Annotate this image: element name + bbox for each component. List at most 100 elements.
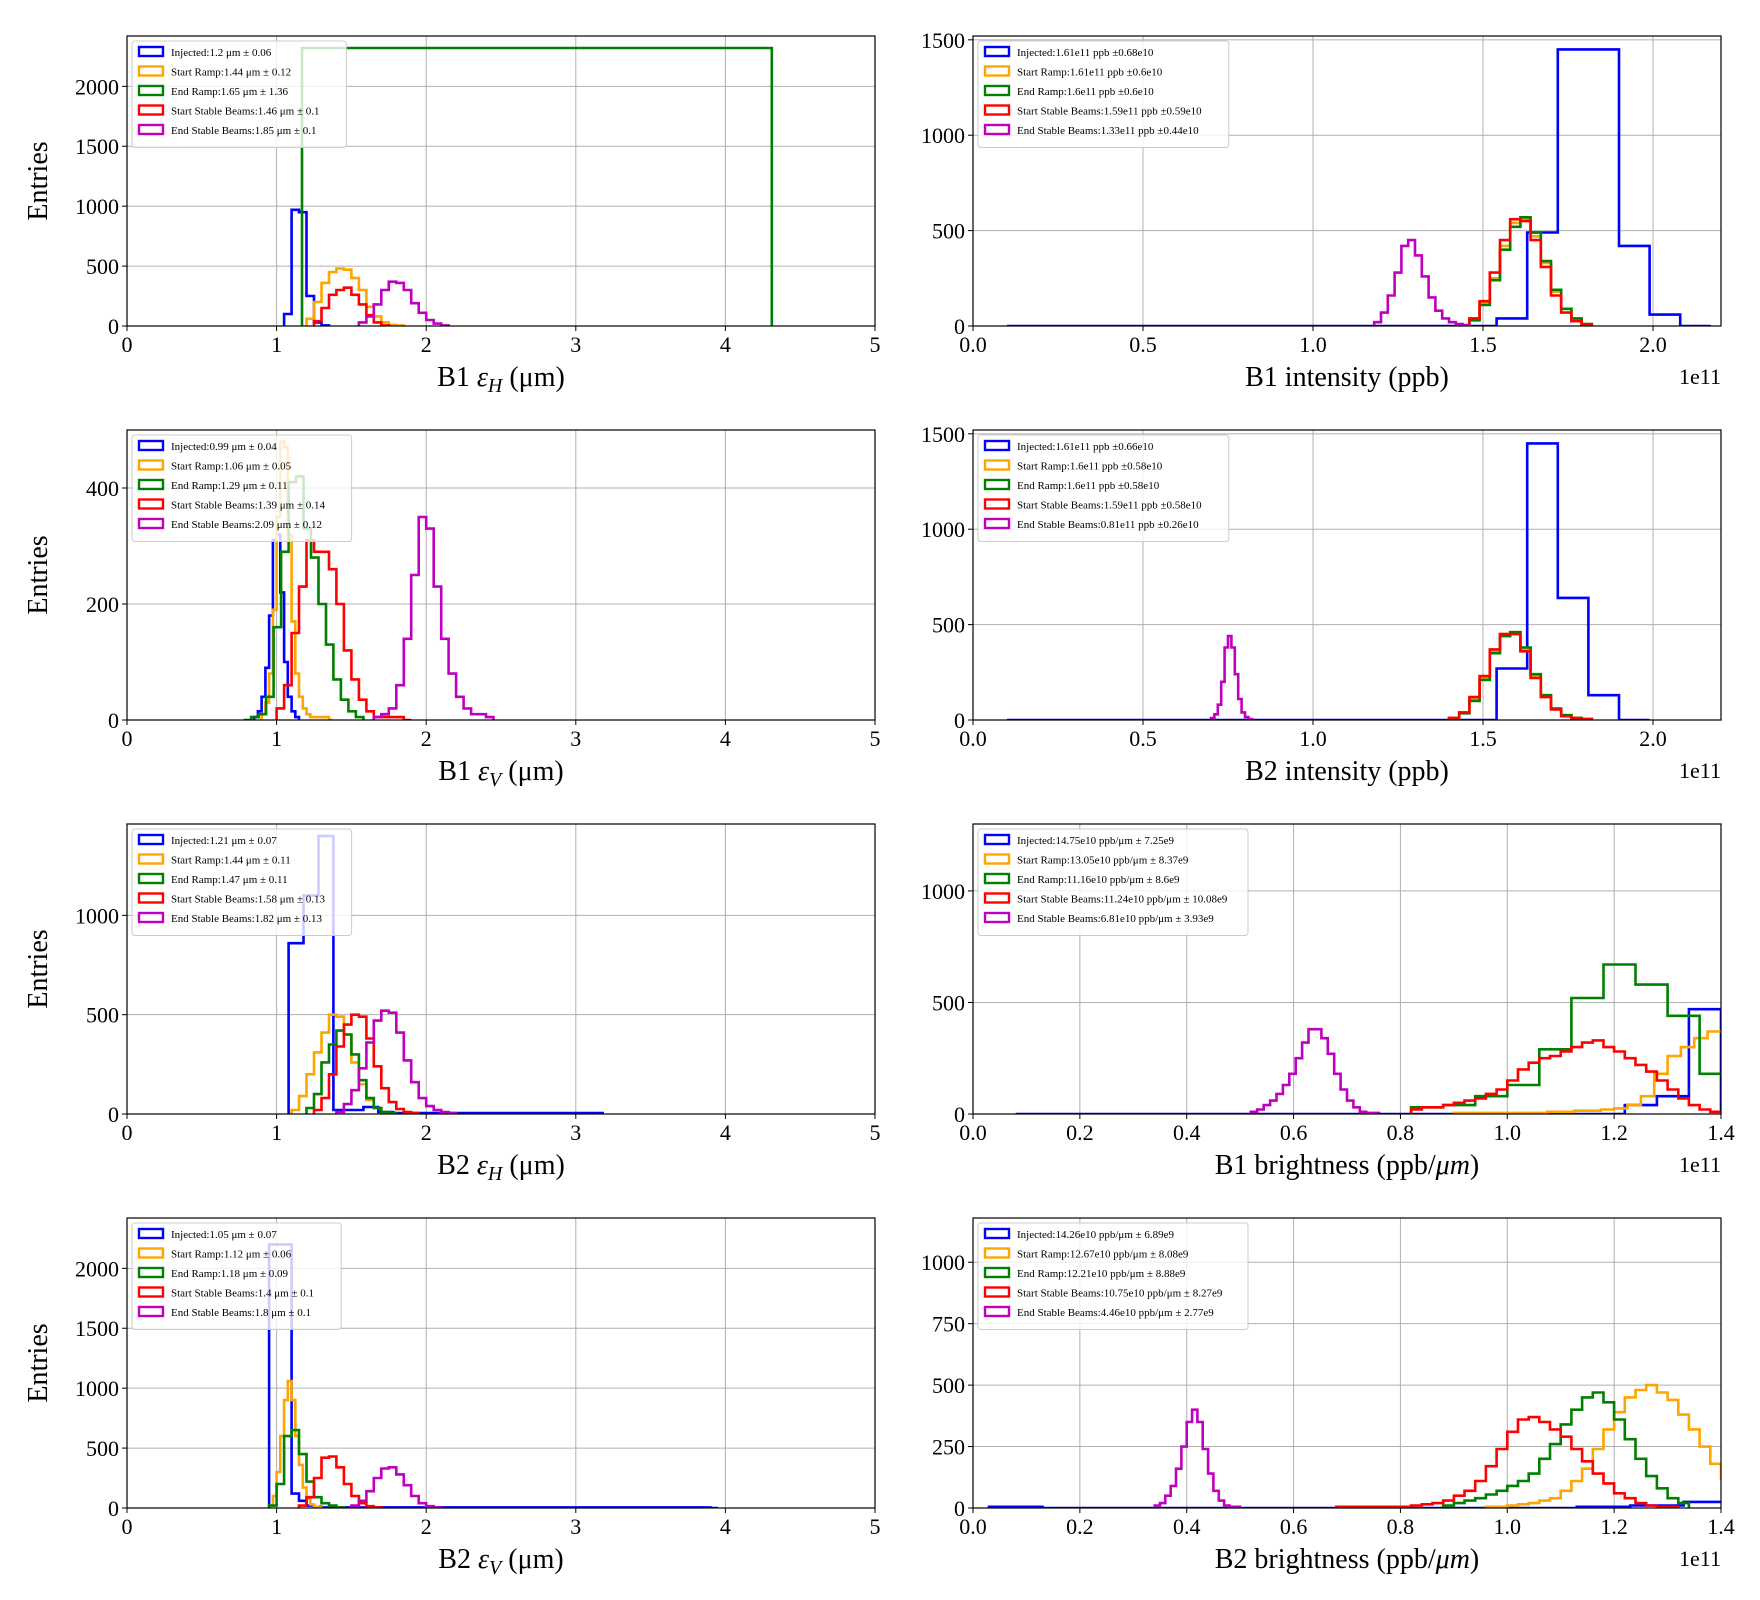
legend-entry: End Stable Beams:4.46e10 ppb/μm ± 2.77e9 — [1017, 1307, 1214, 1319]
legend-swatch — [983, 45, 1011, 58]
y-tick-label: 0 — [954, 1496, 965, 1521]
legend-entry: Injected:1.05 μm ± 0.07 — [171, 1229, 277, 1241]
chart-b1-eh: 0 1 2 3 4 5 0 500 1000 1500 2000 Entries B1 εH (μm) I… — [23, 35, 881, 397]
y-axis-label: Entries — [23, 1323, 54, 1402]
legend-entry: Injected:14.26e10 ppb/μm ± 6.89e9 — [1017, 1229, 1175, 1241]
y-tick-label: 1000 — [75, 194, 119, 219]
chart-b1-br: 0.0 0.2 0.4 0.6 0.8 1.0 1.2 1.4 0 500 1000 1e11 B1 b… — [921, 823, 1735, 1181]
x-tick-label: 1 — [271, 1514, 282, 1539]
series-end-stable-beams — [357, 280, 450, 326]
x-axis-label-text: B1 intensity (ppb) — [1245, 362, 1449, 393]
x-tick-label: 1.0 — [1299, 726, 1327, 751]
legend-entry: Start Ramp:13.05e10 ppb/μm ± 8.37e9 — [1017, 855, 1189, 867]
legend-swatch — [983, 478, 1011, 491]
legend-swatch — [983, 104, 1011, 116]
legend-swatch — [137, 517, 165, 530]
legend-swatch — [137, 1286, 165, 1298]
x-tick-label: 5 — [870, 726, 881, 751]
series-start-stable-beams — [312, 1013, 420, 1114]
x-tick-label: 0.0 — [959, 1120, 987, 1145]
legend: Injected:1.2 μm ± 0.06 Start Ramp:1.44 μm… — [131, 40, 347, 148]
legend-entry: Start Ramp:1.12 μm ± 0.06 — [171, 1249, 292, 1261]
y-tick-label: 1500 — [921, 28, 965, 53]
legend-entry: Start Stable Beams:1.46 μm ± 0.1 — [171, 106, 320, 118]
x-tick-label: 0.0 — [959, 332, 987, 357]
legend-entry: End Ramp:1.29 μm ± 0.11 — [171, 480, 288, 492]
x-axis-label: B1 intensity (ppb) — [1245, 362, 1449, 393]
chart-b1-ev: 0 1 2 3 4 5 0 200 400 Entries B1 εV (μm) Injected:0… — [23, 429, 881, 791]
x-tick-label: 1.2 — [1600, 1120, 1628, 1145]
y-tick-label: 0 — [108, 1496, 119, 1521]
x-axis-label-unit: μm — [1435, 1150, 1470, 1181]
x-tick-label: 0 — [122, 726, 133, 751]
y-tick-label: 500 — [932, 613, 965, 638]
x-tick-label: 0.4 — [1173, 1120, 1201, 1145]
x-axis-label: B2 intensity (ppb) — [1245, 756, 1449, 787]
legend-entry: End Ramp:1.65 μm ± 1.36 — [171, 86, 289, 98]
series-start-ramp — [305, 267, 406, 326]
legend-swatch — [137, 84, 165, 97]
series-start-stable-beams — [1468, 217, 1594, 326]
legend-entry: Injected:14.75e10 ppb/μm ± 7.25e9 — [1017, 835, 1175, 847]
x-tick-label: 1.0 — [1299, 332, 1327, 357]
legend: Injected:14.26e10 ppb/μm ± 6.89e9 Start R… — [977, 1222, 1249, 1330]
legend-box — [131, 828, 353, 936]
legend-swatch — [983, 872, 1011, 885]
y-tick-label: 1500 — [75, 1316, 119, 1341]
axes-frame — [126, 35, 876, 327]
legend-swatch — [983, 1305, 1011, 1318]
legend-entry: Injected:1.21 μm ± 0.07 — [171, 835, 277, 847]
series-end-ramp — [267, 1428, 346, 1508]
series-start-stable-beams — [1447, 632, 1594, 720]
y-tick-label: 0 — [108, 708, 119, 733]
y-tick-label: 1000 — [921, 879, 965, 904]
y-tick-label: 0 — [954, 1102, 965, 1127]
axes-frame — [972, 429, 1722, 721]
legend: Injected:1.05 μm ± 0.07 Start Ramp:1.12 μ… — [131, 1222, 342, 1330]
x-axis-label-text: B2 — [437, 1150, 477, 1181]
legend-box — [131, 1222, 342, 1330]
x-tick-label: 0.5 — [1129, 726, 1157, 751]
x-tick-label: 4 — [720, 1120, 731, 1145]
legend: Injected:1.61e11 ppb ±0.66e10 Start Ramp:… — [977, 434, 1230, 542]
x-tick-label: 0.6 — [1280, 1514, 1308, 1539]
x-axis-label-unit: μm — [1435, 1544, 1470, 1575]
legend-swatch — [137, 911, 165, 924]
x-axis-label: B1 brightness (ppb/μm) — [1215, 1150, 1480, 1181]
series-end-ramp — [1441, 1391, 1691, 1508]
legend-swatch — [137, 1247, 165, 1259]
chart-b1-int: 0.0 0.5 1.0 1.5 2.0 0 500 1000 1500 1e11 B1 intens… — [921, 28, 1722, 393]
y-tick-label: 0 — [108, 314, 119, 339]
x-axis-label-text: B1 brightness (ppb/ — [1215, 1150, 1436, 1181]
y-tick-label: 1500 — [921, 422, 965, 447]
x-tick-label: 1 — [271, 1120, 282, 1145]
legend-entry: End Ramp:1.6e11 ppb ±0.6e10 — [1017, 86, 1154, 98]
legend-swatch — [137, 45, 165, 58]
y-tick-label: 0 — [954, 708, 965, 733]
legend-entry: End Stable Beams:1.85 μm ± 0.1 — [171, 125, 316, 137]
y-tick-label: 500 — [86, 1003, 119, 1028]
y-tick-label: 1000 — [75, 1376, 119, 1401]
x-tick-label: 4 — [720, 1514, 731, 1539]
x-tick-label: 4 — [720, 726, 731, 751]
series-start-stable-beams — [312, 286, 391, 326]
legend-swatch — [137, 104, 165, 116]
chart-b2-br: 0.0 0.2 0.4 0.6 0.8 1.0 1.2 1.4 0 250 500 750 1000 1e… — [921, 1217, 1735, 1575]
legend-entry: Injected:1.61e11 ppb ±0.66e10 — [1017, 441, 1154, 453]
legend-entry: End Stable Beams:1.33e11 ppb ±0.44e10 — [1017, 125, 1199, 137]
legend-entry: Start Stable Beams:1.39 μm ± 0.14 — [171, 500, 326, 512]
chart-b2-ev: 0 1 2 3 4 5 0 500 1000 1500 2000 Entries B2 εV (μm) I… — [23, 1217, 881, 1579]
legend-swatch — [983, 1247, 1011, 1259]
y-tick-label: 0 — [108, 1102, 119, 1127]
x-offset-text: 1e11 — [1679, 364, 1721, 389]
x-axis-label-unit: (μm) — [501, 756, 563, 787]
x-offset-text: 1e11 — [1679, 1546, 1721, 1571]
legend-swatch — [137, 872, 165, 885]
legend-swatch — [137, 65, 165, 77]
x-tick-label: 0.0 — [959, 726, 987, 751]
x-tick-label: 2.0 — [1639, 332, 1667, 357]
series-injected — [1015, 1007, 1721, 1114]
x-axis-label-text: B2 intensity (ppb) — [1245, 756, 1449, 787]
y-tick-label: 1000 — [921, 123, 965, 148]
